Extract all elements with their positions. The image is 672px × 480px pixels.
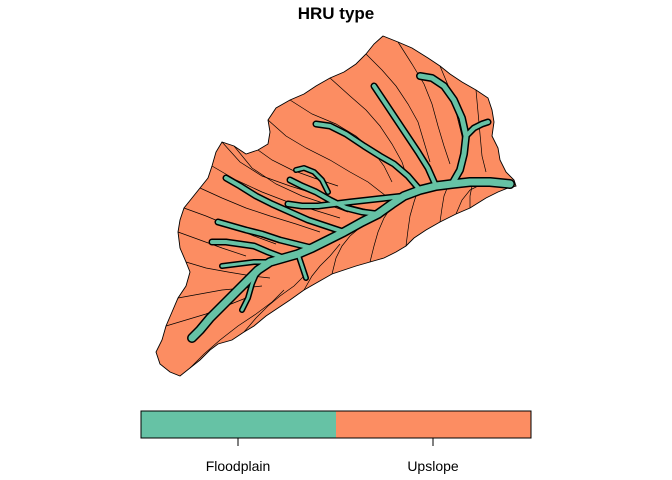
map-title: HRU type [297,4,375,23]
legend-frame [140,410,532,439]
legend-colorbar [140,410,532,446]
legend-swatch-upslope [336,411,531,438]
floodplain-network [187,72,515,343]
legend-label-floodplain: Floodplain [205,458,271,474]
legend-label-upslope: Upslope [407,458,459,474]
legend-swatch-floodplain [141,411,336,438]
